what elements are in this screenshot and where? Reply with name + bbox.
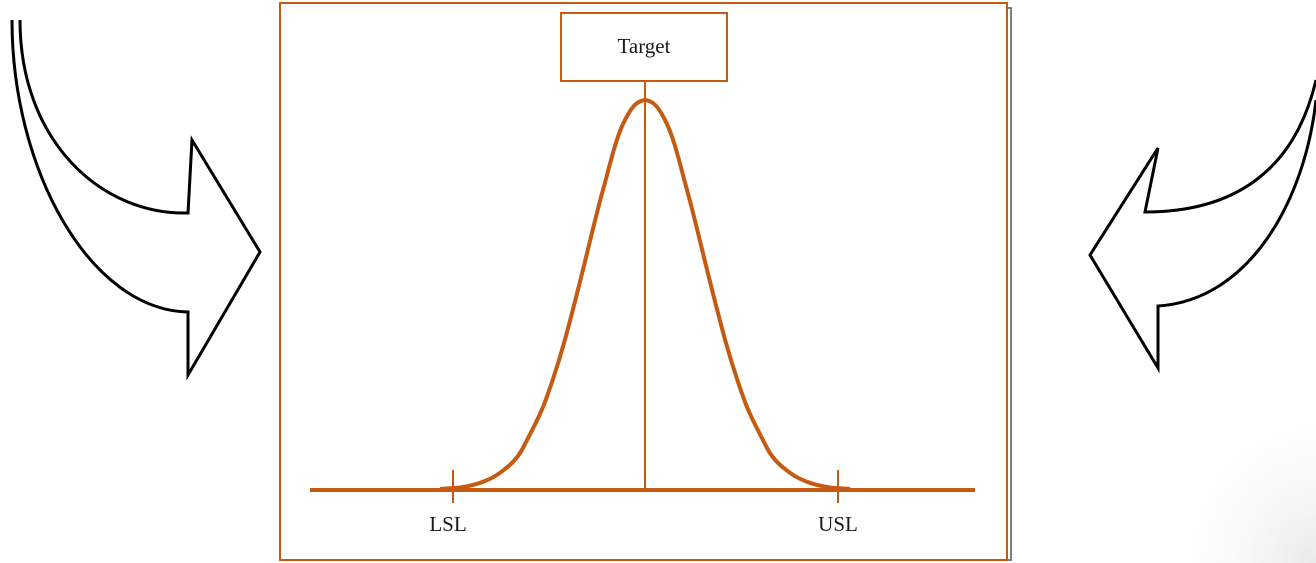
left-arrow [10,19,262,381]
target-box [560,12,728,82]
background-shade [1150,380,1316,563]
bell-curve [439,98,851,491]
right-arrow [1088,79,1316,374]
usl-label: USL [818,512,858,536]
frame [279,2,1008,561]
target-label: Target [618,34,671,58]
lsl-label: LSL [429,512,466,536]
